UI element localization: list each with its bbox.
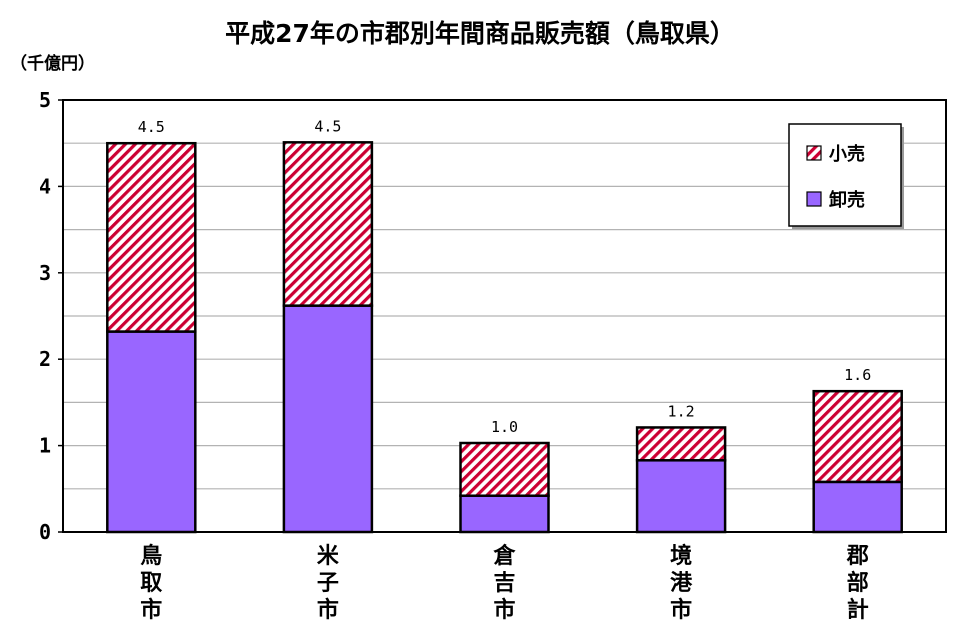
- y-tick-label: 5: [39, 88, 51, 112]
- legend-label: 小売: [829, 143, 865, 165]
- data-label-total: 4.5: [314, 117, 341, 135]
- bar-小売: [635, 426, 727, 462]
- x-tick-label: 米子市: [317, 544, 340, 623]
- bar-卸売: [106, 330, 197, 534]
- data-label-total: 1.6: [844, 366, 871, 384]
- y-tick-label: 2: [39, 347, 51, 371]
- legend-label: 卸売: [829, 189, 865, 211]
- chart-title: 平成27年の市郡別年間商品販売額（鳥取県）: [225, 19, 735, 48]
- y-unit-label: （千億円）: [10, 53, 95, 74]
- y-tick-label: 1: [39, 434, 51, 458]
- bar-小売: [106, 141, 197, 333]
- x-tick-label: 郡部計: [846, 544, 869, 623]
- bar-小売: [812, 389, 903, 484]
- bar-卸売: [282, 304, 374, 534]
- bar-卸売: [635, 459, 727, 534]
- bar-小売: [459, 441, 550, 497]
- data-label-total: 4.5: [138, 118, 165, 136]
- data-label-total: 1.0: [491, 418, 518, 436]
- legend-swatch: [806, 191, 822, 207]
- y-tick-label: 0: [39, 520, 51, 544]
- bar-卸売: [812, 480, 903, 534]
- plot-frame: [62, 99, 947, 533]
- x-tick-label: 境港市: [670, 543, 693, 623]
- x-tick-label: 倉吉市: [492, 543, 516, 623]
- y-tick-label: 3: [39, 261, 51, 285]
- legend-box: [788, 123, 902, 227]
- bar-小売: [282, 141, 374, 307]
- bar-卸売: [459, 494, 550, 534]
- x-tick-label: 鳥取市: [140, 543, 162, 623]
- y-tick-label: 4: [39, 174, 51, 198]
- data-label-total: 1.2: [668, 402, 695, 420]
- legend-swatch: [806, 145, 822, 161]
